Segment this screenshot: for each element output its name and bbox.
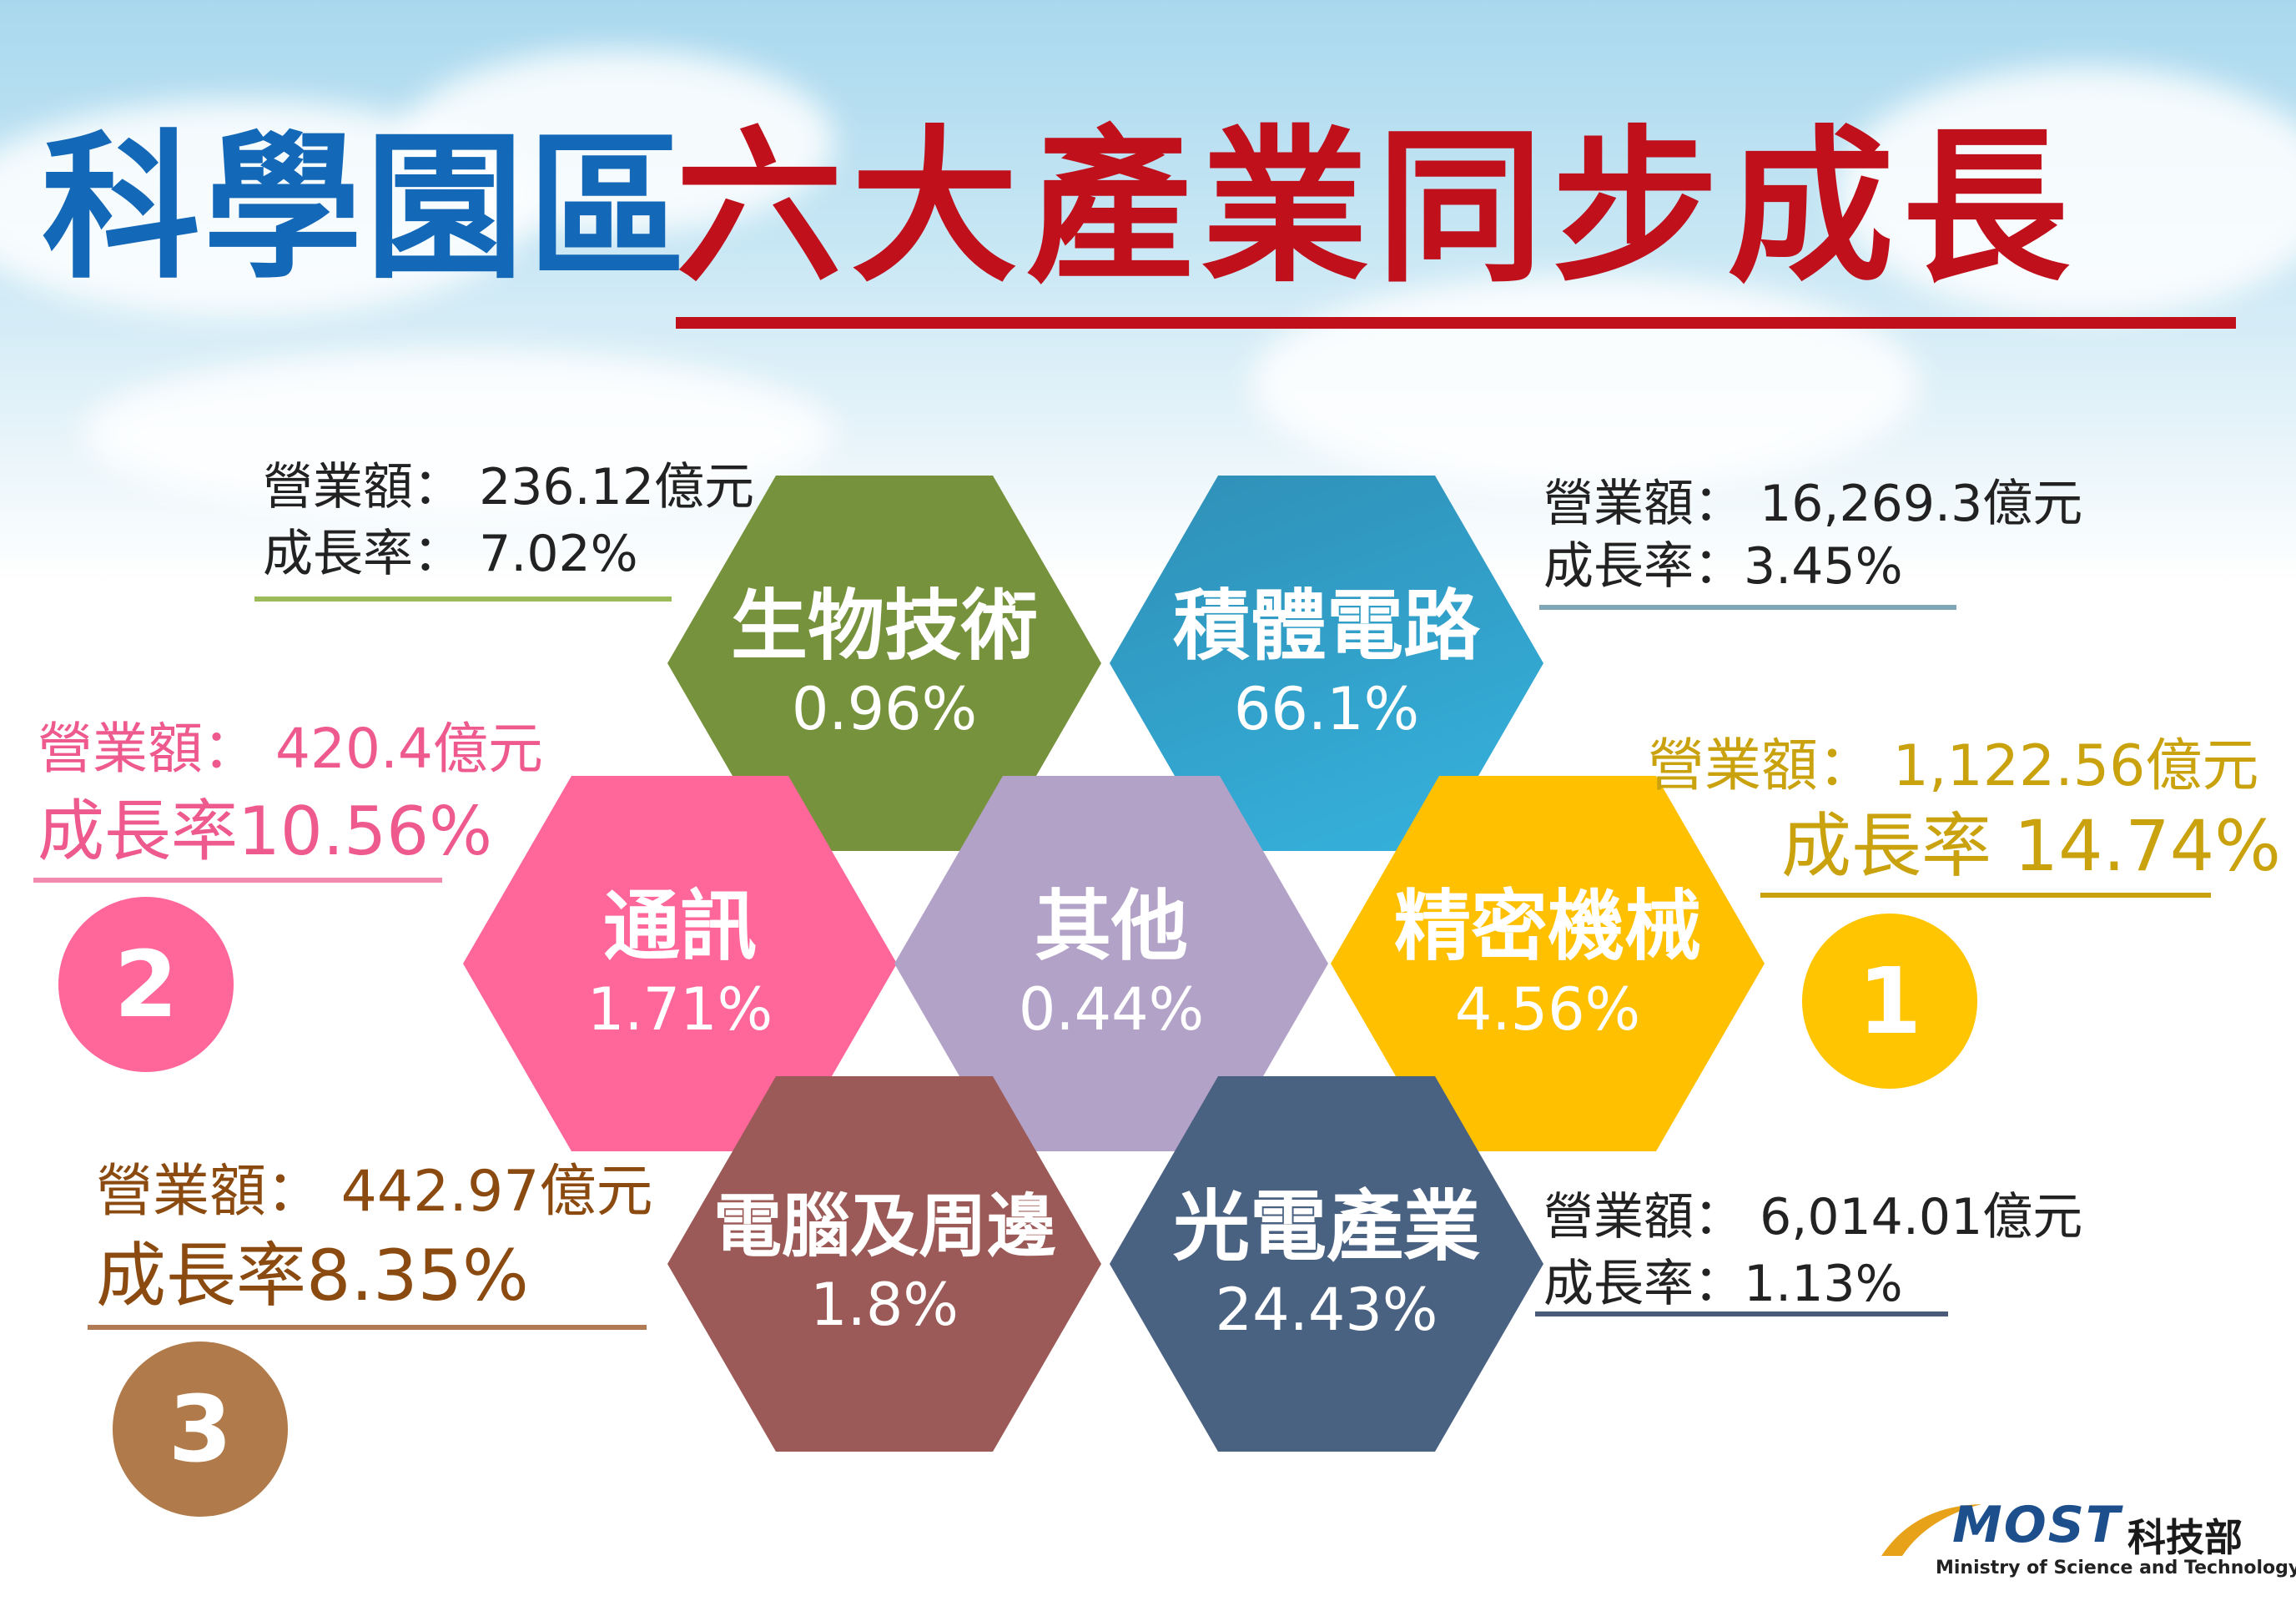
biotech-revenue: 營業額： 236.12億元 xyxy=(263,458,755,516)
rank-1-badge: 1 xyxy=(1802,914,1977,1089)
telecom-rule xyxy=(33,878,442,883)
optoelectronics-growth: 成長率：1.13% xyxy=(1543,1255,1903,1313)
ic-rule xyxy=(1539,605,1956,610)
computer-growth: 成長率8.35% xyxy=(96,1235,529,1316)
hex-computer-name: 電腦及周邊 xyxy=(712,1186,1055,1266)
hex-ic-name: 積體電路 xyxy=(1172,581,1480,672)
most-logo: MOST 科技部 Ministry of Science and Technol… xyxy=(1877,1489,2296,1589)
cloud-decoration xyxy=(400,50,834,234)
rank-3-badge: 3 xyxy=(113,1342,288,1517)
ic-growth: 成長率：3.45% xyxy=(1543,537,1903,596)
hex-precision-machinery-pct: 4.56% xyxy=(1454,974,1641,1044)
hex-other-name: 其他 xyxy=(1034,882,1188,972)
logo-chinese: 科技部 xyxy=(2127,1515,2243,1560)
title-underline xyxy=(676,317,2236,329)
ic-revenue: 營業額： 16,269.3億元 xyxy=(1543,475,2083,533)
telecom-revenue: 營業額： 420.4億元 xyxy=(38,717,543,781)
hex-other-pct: 0.44% xyxy=(1018,974,1205,1044)
optoelectronics-revenue: 營業額： 6,014.01億元 xyxy=(1543,1188,2083,1246)
title-part1: 科學園區 xyxy=(42,116,690,300)
logo-english: Ministry of Science and Technology xyxy=(1936,1558,2296,1578)
computer-revenue: 營業額： 442.97億元 xyxy=(96,1159,653,1225)
rank-2-badge: 2 xyxy=(58,897,234,1072)
cloud-decoration xyxy=(1251,275,1919,492)
logo-brand: MOST xyxy=(1952,1496,2122,1554)
hex-precision-machinery-name: 精密機械 xyxy=(1393,882,1701,972)
precision-machinery-growth: 成長率 14.74% xyxy=(1781,805,2281,887)
telecom-growth: 成長率10.56% xyxy=(38,793,493,870)
hex-computer-pct: 1.8% xyxy=(810,1271,959,1340)
computer-rule xyxy=(88,1325,647,1330)
hex-optoelectronics-name: 光電產業 xyxy=(1172,1182,1480,1272)
hex-telecom: 通訊 1.71% xyxy=(463,776,897,1151)
optoelectronics-rule xyxy=(1535,1311,1948,1316)
biotech-growth: 成長率： 7.02% xyxy=(263,525,638,583)
hex-telecom-pct: 1.71% xyxy=(587,974,773,1044)
cloud-decoration xyxy=(83,350,834,517)
hex-optoelectronics-pct: 24.43% xyxy=(1215,1275,1438,1344)
precision-machinery-rule xyxy=(1760,893,2211,898)
logo-swoosh-icon xyxy=(1881,1504,1981,1556)
biotech-rule xyxy=(254,597,672,602)
cloud-decoration xyxy=(1835,67,2296,317)
hex-ic-pct: 66.1% xyxy=(1233,674,1420,743)
hex-telecom-name: 通訊 xyxy=(602,882,757,972)
hex-biotech: 生物技術 0.96% xyxy=(667,476,1101,851)
title-part2: 六大產業同步成長 xyxy=(676,111,2078,305)
precision-machinery-revenue: 營業額： 1,122.56億元 xyxy=(1648,733,2259,799)
hex-biotech-name: 生物技術 xyxy=(730,581,1038,672)
hex-biotech-pct: 0.96% xyxy=(791,674,978,743)
